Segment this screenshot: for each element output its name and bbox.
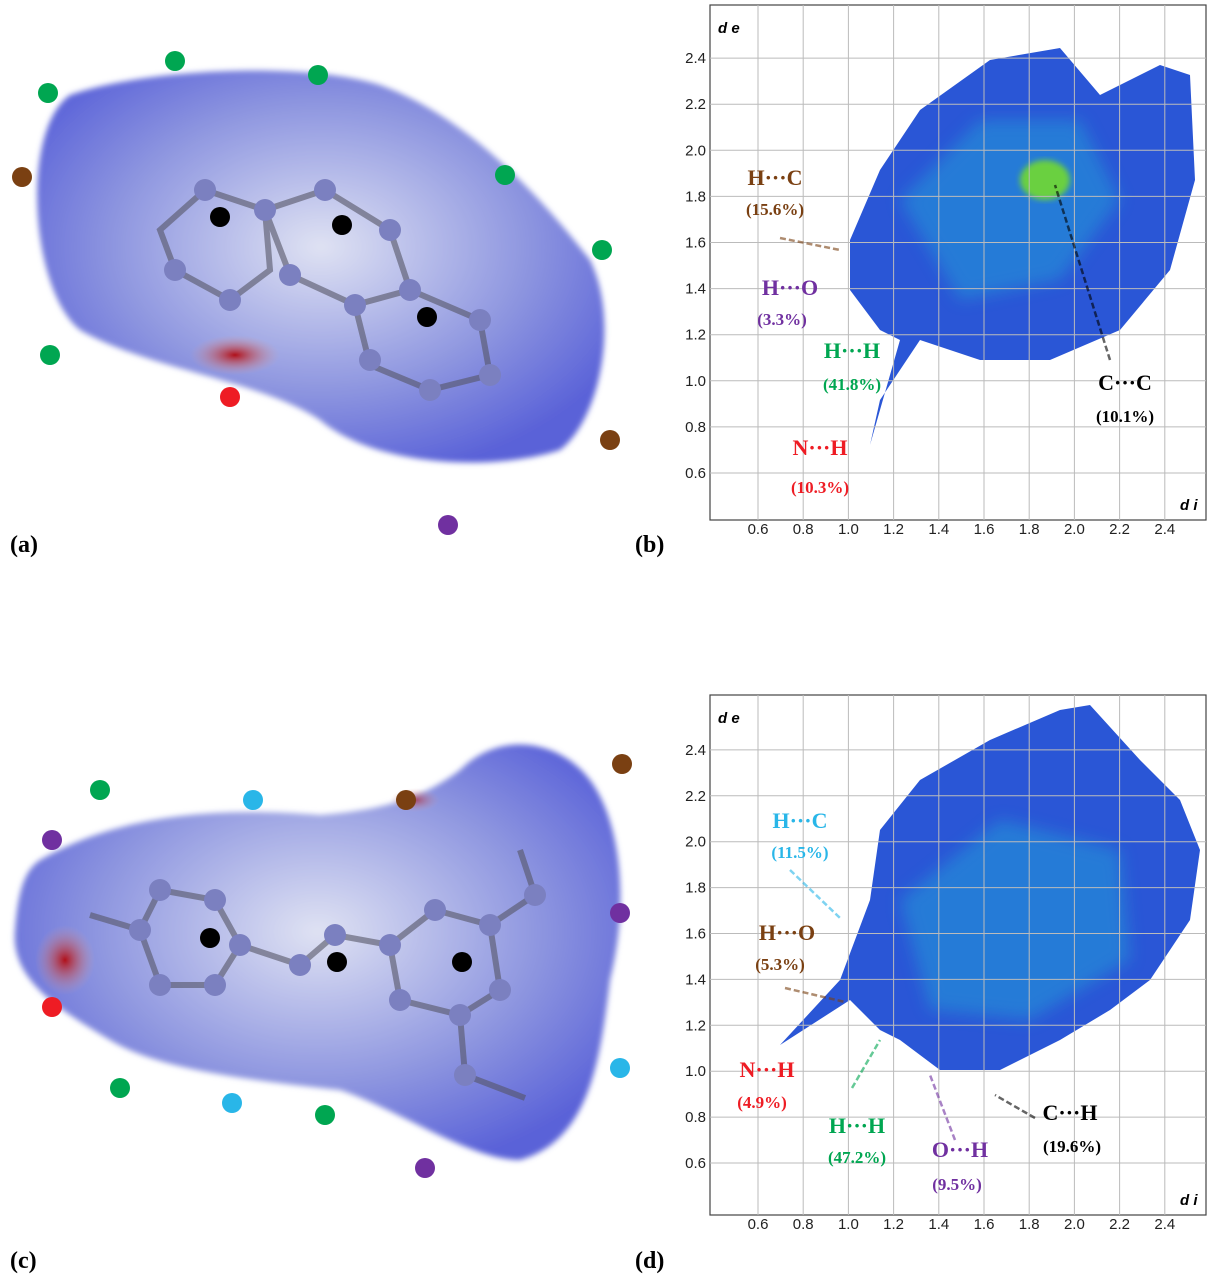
y-axis-label: d e [718, 710, 740, 727]
x-tick-label: 2.0 [1064, 521, 1085, 538]
y-tick-label: 0.8 [685, 1109, 706, 1126]
x-tick-label: 0.8 [793, 1216, 814, 1233]
contact-percent: (41.8%) [823, 375, 881, 394]
x-tick-label: 2.2 [1109, 1216, 1130, 1233]
x-tick-label: 1.8 [1019, 1216, 1040, 1233]
y-axis-label: d e [718, 20, 740, 37]
contact-label: N···H [792, 435, 847, 460]
y-tick-label: 1.6 [685, 926, 706, 943]
y-tick-label: 0.6 [685, 1155, 706, 1172]
panel-label: (a) [10, 532, 38, 558]
contact-label: C···C [1098, 370, 1152, 395]
x-tick-label: 1.2 [883, 521, 904, 538]
x-tick-label: 0.6 [748, 521, 769, 538]
contact-label: C···H [1042, 1100, 1097, 1125]
contact-label: H···H [829, 1113, 885, 1138]
x-tick-label: 2.2 [1109, 521, 1130, 538]
y-tick-label: 1.4 [685, 971, 706, 988]
panel-label: (b) [635, 532, 664, 558]
contact-percent: (15.6%) [746, 200, 804, 219]
x-tick-label: 1.4 [928, 521, 949, 538]
contact-percent: (4.9%) [737, 1093, 787, 1112]
contact-percent: (9.5%) [932, 1175, 982, 1194]
y-tick-label: 1.8 [685, 880, 706, 897]
annotation-arrow [930, 1075, 955, 1140]
y-tick-label: 2.2 [685, 96, 706, 113]
x-tick-label: 0.8 [793, 521, 814, 538]
contact-label: N···H [739, 1057, 794, 1082]
x-tick-label: 1.4 [928, 1216, 949, 1233]
y-tick-label: 2.0 [685, 142, 706, 159]
y-tick-label: 1.0 [685, 373, 706, 390]
y-tick-label: 1.8 [685, 188, 706, 205]
contact-label: H···O [762, 275, 818, 300]
x-tick-label: 2.0 [1064, 1216, 1085, 1233]
y-tick-label: 2.2 [685, 788, 706, 805]
contact-percent: (5.3%) [755, 955, 805, 974]
x-tick-label: 1.8 [1019, 521, 1040, 538]
panel-label: (c) [10, 1248, 37, 1274]
x-tick-label: 1.2 [883, 1216, 904, 1233]
annotation-arrow [780, 238, 840, 250]
contact-percent: (11.5%) [771, 843, 828, 862]
contact-label: H···C [772, 808, 827, 833]
y-tick-label: 2.4 [685, 742, 706, 759]
panel-label: (d) [635, 1248, 664, 1274]
y-tick-label: 1.4 [685, 281, 706, 298]
surface-c [15, 745, 632, 1178]
y-tick-label: 0.8 [685, 419, 706, 436]
x-tick-label: 2.4 [1154, 521, 1175, 538]
annotation-arrow [790, 870, 840, 918]
x-tick-label: 2.4 [1154, 1216, 1175, 1233]
contact-label: H···O [759, 920, 815, 945]
contact-label: O···H [932, 1137, 988, 1162]
contact-label: H···H [824, 338, 880, 363]
y-tick-label: 1.6 [685, 235, 706, 252]
y-tick-label: 1.2 [685, 1017, 706, 1034]
contact-percent: (19.6%) [1043, 1137, 1101, 1156]
x-tick-label: 1.6 [974, 1216, 995, 1233]
x-axis-label: d i [1180, 497, 1198, 514]
y-tick-label: 1.0 [685, 1063, 706, 1080]
x-tick-label: 1.0 [838, 521, 859, 538]
x-tick-label: 0.6 [748, 1216, 769, 1233]
x-axis-label: d i [1180, 1192, 1198, 1209]
contact-percent: (47.2%) [828, 1148, 886, 1167]
x-tick-label: 1.6 [974, 521, 995, 538]
y-tick-label: 0.6 [685, 465, 706, 482]
contact-percent: (10.1%) [1096, 407, 1154, 426]
annotation-arrow [852, 1040, 880, 1088]
contact-label: H···C [747, 165, 802, 190]
y-tick-label: 1.2 [685, 327, 706, 344]
y-tick-label: 2.0 [685, 834, 706, 851]
x-tick-label: 1.0 [838, 1216, 859, 1233]
contact-percent: (10.3%) [791, 478, 849, 497]
y-tick-label: 2.4 [685, 50, 706, 67]
figure: 0.6 0.8 1.0 1.2 1.4 1.6 1.8 2.0 2.2 2.4 0.6 0.8 1.0 1… [0, 0, 1208, 1278]
contact-percent: (3.3%) [757, 310, 807, 329]
surface-a [12, 51, 620, 535]
